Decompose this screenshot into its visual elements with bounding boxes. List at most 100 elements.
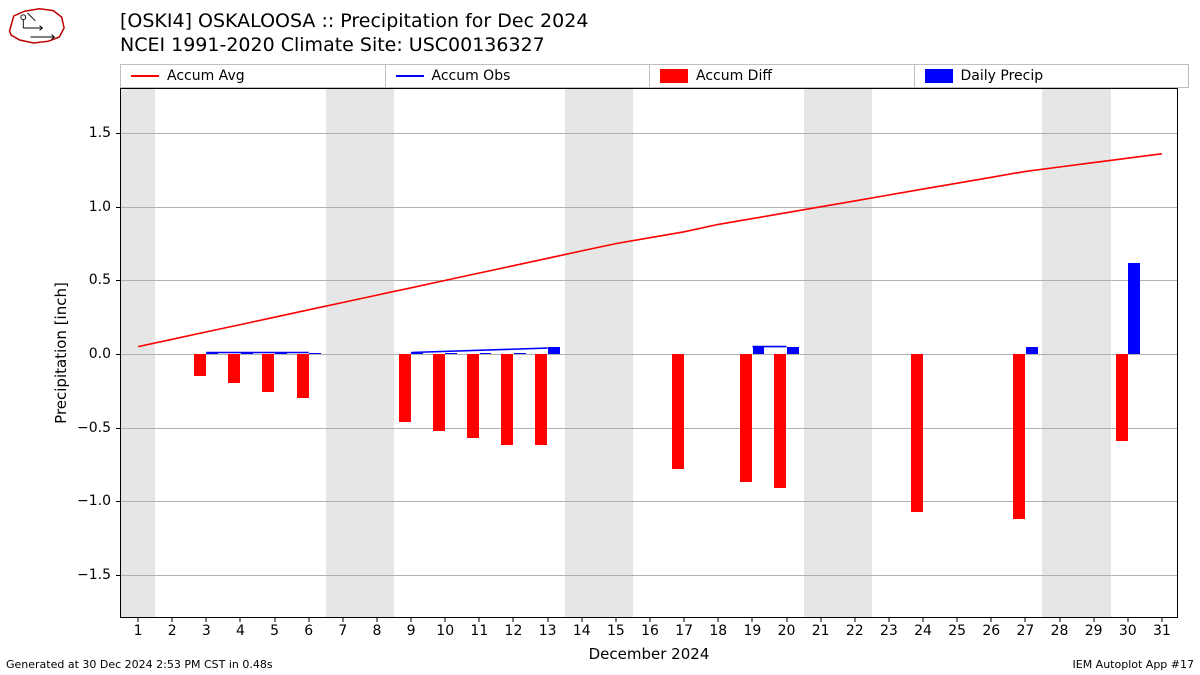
plot-area: 1234567891011121314151617181920212223242… — [120, 88, 1178, 618]
x-tick-label: 21 — [812, 623, 830, 639]
x-tick-label: 2 — [168, 623, 177, 639]
legend-swatch-rect — [660, 69, 688, 83]
legend-item: Accum Obs — [385, 64, 661, 88]
x-tick-mark — [308, 617, 309, 622]
x-tick-mark — [650, 617, 651, 622]
x-tick-label: 12 — [505, 623, 523, 639]
y-tick-mark — [116, 575, 121, 576]
x-tick-mark — [991, 617, 992, 622]
legend-swatch-rect — [925, 69, 953, 83]
y-tick-mark — [116, 207, 121, 208]
x-tick-mark — [684, 617, 685, 622]
y-tick-label: 0.5 — [89, 272, 111, 288]
legend-label: Daily Precip — [961, 68, 1044, 84]
legend-swatch-line — [131, 75, 159, 77]
x-tick-mark — [1059, 617, 1060, 622]
title-line-1: [OSKI4] OSKALOOSA :: Precipitation for D… — [120, 10, 588, 34]
y-tick-mark — [116, 354, 121, 355]
x-tick-mark — [138, 617, 139, 622]
x-tick-label: 25 — [948, 623, 966, 639]
x-tick-label: 22 — [846, 623, 864, 639]
x-tick-mark — [888, 617, 889, 622]
x-tick-mark — [1161, 617, 1162, 622]
x-tick-mark — [547, 617, 548, 622]
y-tick-mark — [116, 501, 121, 502]
x-tick-label: 20 — [778, 623, 796, 639]
legend-label: Accum Obs — [432, 68, 511, 84]
chart-title: [OSKI4] OSKALOOSA :: Precipitation for D… — [120, 10, 588, 58]
x-tick-mark — [240, 617, 241, 622]
line-layer — [121, 89, 1179, 619]
accum-obs-line — [411, 348, 547, 352]
x-tick-mark — [411, 617, 412, 622]
x-tick-label: 16 — [641, 623, 659, 639]
legend-label: Accum Diff — [696, 68, 772, 84]
x-tick-label: 26 — [982, 623, 1000, 639]
x-tick-mark — [376, 617, 377, 622]
x-tick-mark — [615, 617, 616, 622]
legend-label: Accum Avg — [167, 68, 245, 84]
x-tick-mark — [820, 617, 821, 622]
y-tick-label: −1.0 — [77, 493, 111, 509]
x-tick-mark — [1093, 617, 1094, 622]
y-tick-label: −1.5 — [77, 567, 111, 583]
title-line-2: NCEI 1991-2020 Climate Site: USC00136327 — [120, 34, 588, 58]
y-tick-label: −0.5 — [77, 420, 111, 436]
x-tick-mark — [206, 617, 207, 622]
x-tick-label: 28 — [1051, 623, 1069, 639]
x-tick-mark — [445, 617, 446, 622]
x-tick-label: 1 — [134, 623, 143, 639]
legend-item: Accum Diff — [649, 64, 925, 88]
y-tick-mark — [116, 280, 121, 281]
x-tick-label: 5 — [270, 623, 279, 639]
x-tick-mark — [786, 617, 787, 622]
y-axis-label: Precipitation [inch] — [52, 282, 70, 424]
x-tick-label: 18 — [709, 623, 727, 639]
x-tick-label: 19 — [743, 623, 761, 639]
footer-timestamp: Generated at 30 Dec 2024 2:53 PM CST in … — [6, 658, 273, 671]
x-tick-label: 9 — [407, 623, 416, 639]
x-tick-label: 10 — [436, 623, 454, 639]
legend-item: Accum Avg — [120, 64, 396, 88]
y-tick-mark — [116, 133, 121, 134]
x-tick-mark — [1127, 617, 1128, 622]
x-tick-mark — [752, 617, 753, 622]
chart-canvas: [OSKI4] OSKALOOSA :: Precipitation for D… — [0, 0, 1200, 675]
x-tick-label: 23 — [880, 623, 898, 639]
x-tick-label: 29 — [1085, 623, 1103, 639]
y-tick-mark — [116, 428, 121, 429]
x-tick-label: 14 — [573, 623, 591, 639]
x-axis-label: December 2024 — [589, 645, 710, 663]
y-tick-label: 1.5 — [89, 125, 111, 141]
x-tick-mark — [274, 617, 275, 622]
x-tick-mark — [172, 617, 173, 622]
x-tick-mark — [342, 617, 343, 622]
y-tick-label: 0.0 — [89, 346, 111, 362]
x-tick-label: 13 — [539, 623, 557, 639]
x-tick-mark — [479, 617, 480, 622]
x-tick-mark — [854, 617, 855, 622]
x-tick-label: 6 — [304, 623, 313, 639]
x-tick-label: 24 — [914, 623, 932, 639]
x-tick-label: 30 — [1119, 623, 1137, 639]
x-tick-label: 27 — [1016, 623, 1034, 639]
x-tick-mark — [957, 617, 958, 622]
x-tick-mark — [923, 617, 924, 622]
accum-avg-line — [138, 154, 1162, 347]
x-tick-label: 11 — [470, 623, 488, 639]
x-tick-mark — [513, 617, 514, 622]
x-tick-mark — [581, 617, 582, 622]
x-tick-label: 31 — [1153, 623, 1171, 639]
legend-swatch-line — [396, 75, 424, 77]
legend-item: Daily Precip — [914, 64, 1190, 88]
x-tick-label: 4 — [236, 623, 245, 639]
x-tick-label: 8 — [372, 623, 381, 639]
x-tick-label: 3 — [202, 623, 211, 639]
x-tick-label: 7 — [338, 623, 347, 639]
x-tick-mark — [718, 617, 719, 622]
x-tick-mark — [1025, 617, 1026, 622]
x-tick-label: 15 — [607, 623, 625, 639]
iem-logo — [4, 4, 69, 46]
footer-appid: IEM Autoplot App #17 — [1073, 658, 1195, 671]
x-tick-label: 17 — [675, 623, 693, 639]
